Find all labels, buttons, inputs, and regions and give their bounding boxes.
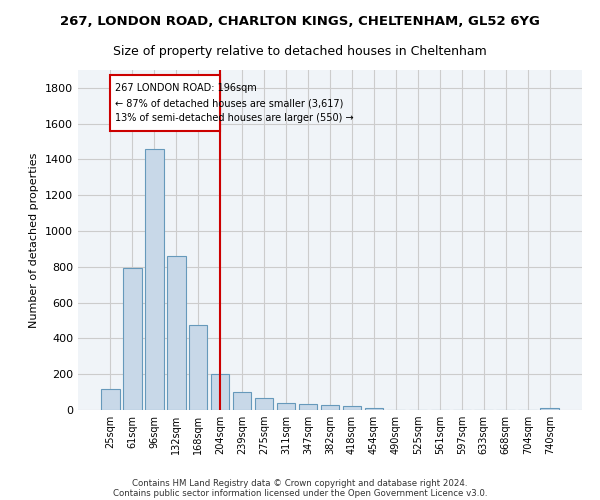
Bar — [343, 406, 361, 410]
Bar — [541, 408, 559, 410]
FancyBboxPatch shape — [110, 76, 220, 131]
Bar — [189, 325, 208, 410]
Bar — [167, 256, 185, 410]
Text: Contains public sector information licensed under the Open Government Licence v3: Contains public sector information licen… — [113, 488, 487, 498]
Y-axis label: Number of detached properties: Number of detached properties — [29, 152, 40, 328]
Bar — [299, 404, 317, 410]
Bar — [255, 398, 274, 410]
Bar — [365, 408, 383, 410]
Text: 267, LONDON ROAD, CHARLTON KINGS, CHELTENHAM, GL52 6YG: 267, LONDON ROAD, CHARLTON KINGS, CHELTE… — [60, 15, 540, 28]
Bar — [145, 148, 164, 410]
Text: Size of property relative to detached houses in Cheltenham: Size of property relative to detached ho… — [113, 45, 487, 58]
Text: 267 LONDON ROAD: 196sqm
← 87% of detached houses are smaller (3,617)
13% of semi: 267 LONDON ROAD: 196sqm ← 87% of detache… — [115, 84, 353, 123]
Text: Contains HM Land Registry data © Crown copyright and database right 2024.: Contains HM Land Registry data © Crown c… — [132, 478, 468, 488]
Bar — [123, 268, 142, 410]
Bar — [233, 392, 251, 410]
Bar — [277, 403, 295, 410]
Bar — [320, 404, 340, 410]
Bar — [211, 374, 229, 410]
Bar — [101, 388, 119, 410]
